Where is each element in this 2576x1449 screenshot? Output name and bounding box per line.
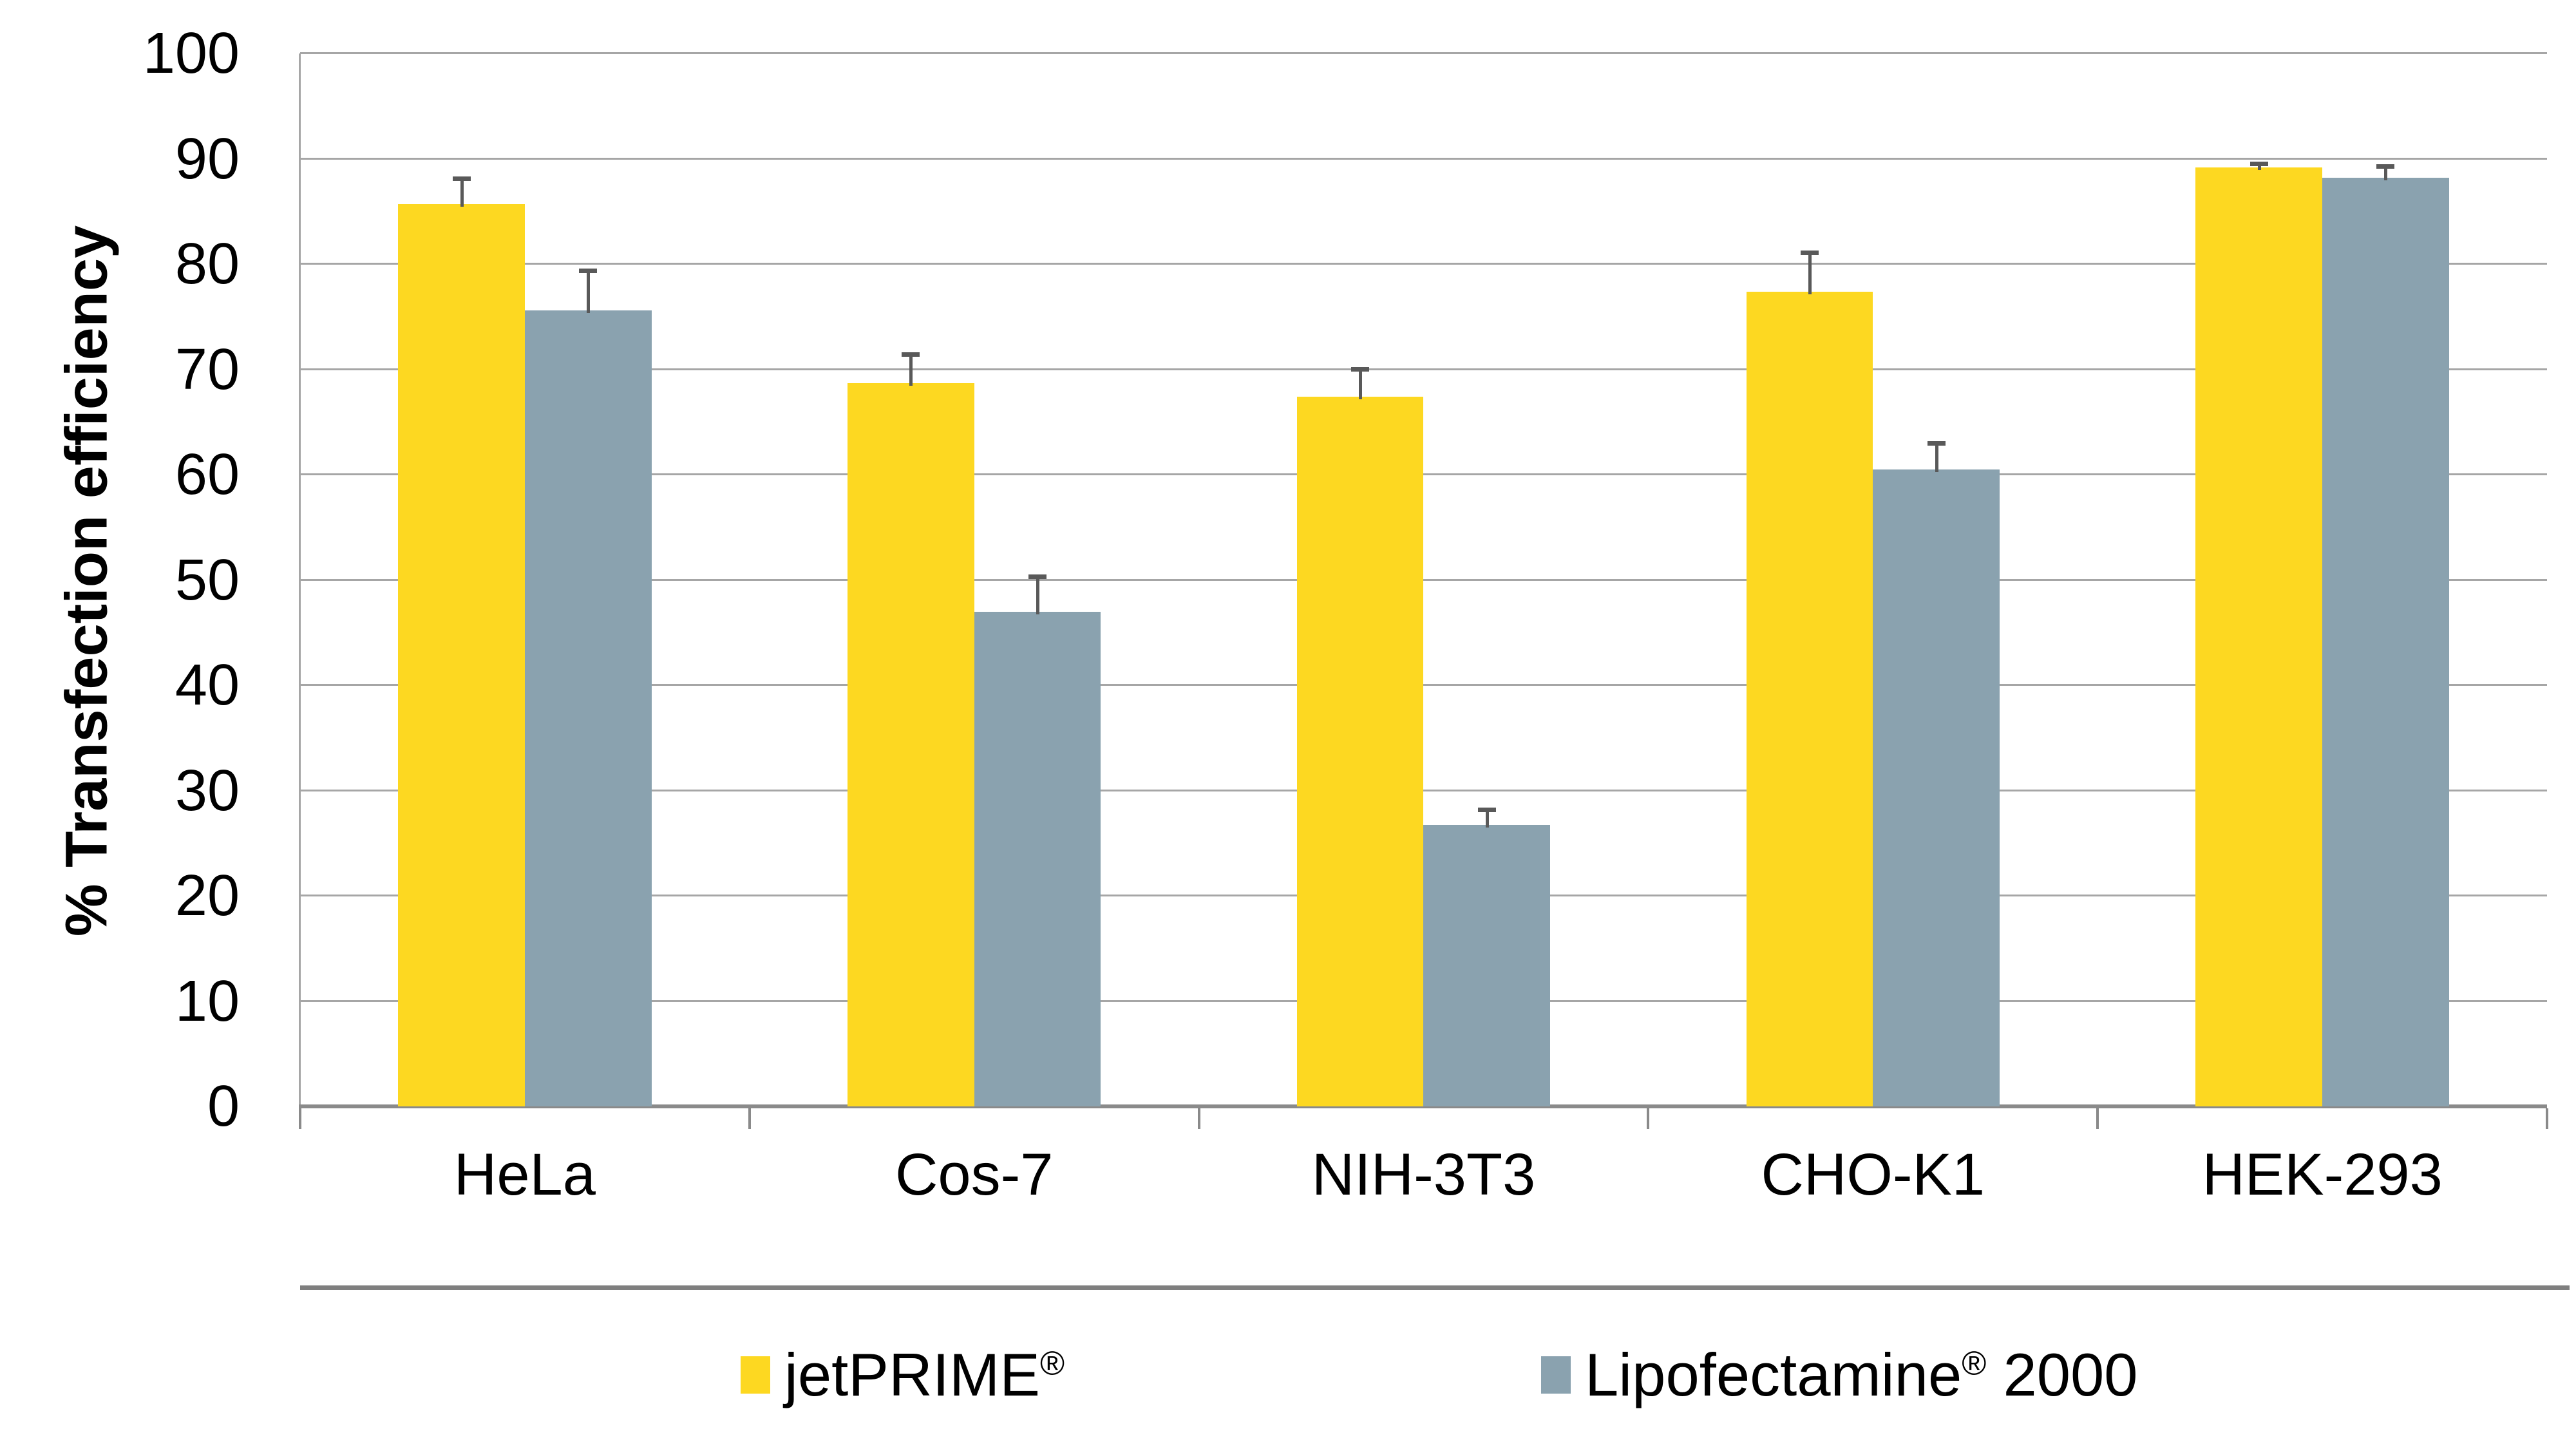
bar-jetprime-Cos-7 [847, 383, 974, 1106]
error-bar-lipofectamine-CHO-K1 [1927, 440, 1946, 472]
gridline-y-90 [300, 157, 2547, 160]
legend-item-jetprime: jetPRIME® [741, 1345, 1065, 1405]
error-bar-cap [2376, 164, 2395, 169]
error-bar-jetprime-HEK-293 [2249, 162, 2268, 170]
error-bar-line [1935, 440, 1938, 472]
bar-lipofectamine-NIH-3T3 [1423, 825, 1551, 1106]
error-bar-line [1808, 250, 1812, 294]
y-tick-label-30: 30 [175, 758, 240, 823]
gridline-y-40 [300, 684, 2547, 686]
x-tick-label-HEK-293: HEK-293 [2202, 1142, 2443, 1208]
x-tick-label-HeLa: HeLa [453, 1142, 596, 1208]
bar-lipofectamine-HeLa [524, 310, 652, 1106]
gridline-y-50 [300, 578, 2547, 581]
error-bar-line [1359, 367, 1363, 400]
gridline-y-80 [300, 263, 2547, 265]
gridline-y-60 [300, 473, 2547, 475]
x-axis-line [299, 1104, 2547, 1108]
bar-jetprime-NIH-3T3 [1296, 397, 1424, 1106]
gridline-y-30 [300, 789, 2547, 791]
error-bar-cap [1927, 440, 1946, 446]
bar-group-Cos-7 [750, 53, 1199, 1106]
legend-swatch-lipofectamine [1541, 1356, 1571, 1394]
error-bar-cap [579, 268, 598, 273]
bar-lipofectamine-HEK-293 [2322, 177, 2449, 1106]
y-tick-label-10: 10 [175, 969, 240, 1034]
error-bar-cap [1477, 807, 1496, 812]
x-tick-label-NIH-3T3: NIH-3T3 [1311, 1142, 1536, 1208]
y-tick-label-40: 40 [175, 653, 240, 717]
y-tick-label-60: 60 [175, 442, 240, 507]
x-tick-label-CHO-K1: CHO-K1 [1761, 1142, 1985, 1208]
error-bar-cap [452, 176, 471, 182]
error-bar-lipofectamine-NIH-3T3 [1477, 807, 1496, 828]
error-bar-line [460, 176, 464, 207]
bar-group-HeLa [300, 53, 750, 1106]
error-bar-cap [1028, 574, 1047, 580]
y-tick-label-90: 90 [175, 126, 240, 191]
error-bar-jetprime-HeLa [452, 176, 471, 207]
x-tick-label-Cos-7: Cos-7 [895, 1142, 1054, 1208]
error-bar-cap [1351, 367, 1370, 372]
y-tick-label-20: 20 [175, 864, 240, 928]
error-bar-line [587, 268, 591, 313]
bar-jetprime-HeLa [398, 204, 525, 1106]
legend-item-lipofectamine: Lipofectamine® 2000 [1541, 1345, 2138, 1405]
error-bar-cap [2249, 162, 2268, 167]
legend-label-lipofectamine: Lipofectamine® 2000 [1585, 1341, 2138, 1408]
gridline-y-100 [300, 52, 2547, 54]
bar-group-NIH-3T3 [1199, 53, 1649, 1106]
error-bar-lipofectamine-HEK-293 [2376, 164, 2395, 180]
x-axis-tick [2096, 1108, 2099, 1129]
x-axis-tick [299, 1108, 301, 1129]
error-bar-line [2384, 164, 2388, 180]
bar-jetprime-CHO-K1 [1746, 291, 1873, 1106]
x-axis-tick [748, 1108, 751, 1129]
x-axis-tick [1197, 1108, 1200, 1129]
legend-label-jetprime: jetPRIME® [784, 1341, 1065, 1408]
y-tick-label-50: 50 [175, 547, 240, 612]
y-tick-label-100: 100 [142, 21, 240, 86]
x-axis-tick [2546, 1108, 2548, 1129]
legend-divider-line [300, 1285, 2570, 1290]
error-bar-jetprime-Cos-7 [902, 352, 920, 386]
bar-jetprime-HEK-293 [2195, 167, 2323, 1106]
y-tick-label-0: 0 [207, 1074, 240, 1139]
bar-group-HEK-293 [2098, 53, 2547, 1106]
x-axis-tick [1647, 1108, 1650, 1129]
plot-area [299, 52, 2548, 1129]
error-bar-cap [902, 352, 920, 357]
error-bar-cap [1800, 250, 1819, 255]
error-bar-line [909, 352, 913, 386]
bar-group-CHO-K1 [1648, 53, 2098, 1106]
y-tick-label-70: 70 [175, 337, 240, 402]
error-bar-line [1485, 807, 1489, 828]
legend-swatch-jetprime [741, 1356, 770, 1394]
y-axis-line [299, 53, 301, 1128]
error-bar-lipofectamine-HeLa [579, 268, 598, 313]
error-bar-lipofectamine-Cos-7 [1028, 574, 1047, 614]
error-bar-jetprime-CHO-K1 [1800, 250, 1819, 294]
y-tick-label-80: 80 [175, 232, 240, 296]
error-bar-line [1036, 574, 1040, 614]
bar-lipofectamine-Cos-7 [974, 611, 1101, 1106]
bar-lipofectamine-CHO-K1 [1873, 469, 2000, 1106]
error-bar-jetprime-NIH-3T3 [1351, 367, 1370, 400]
gridline-y-70 [300, 368, 2547, 370]
